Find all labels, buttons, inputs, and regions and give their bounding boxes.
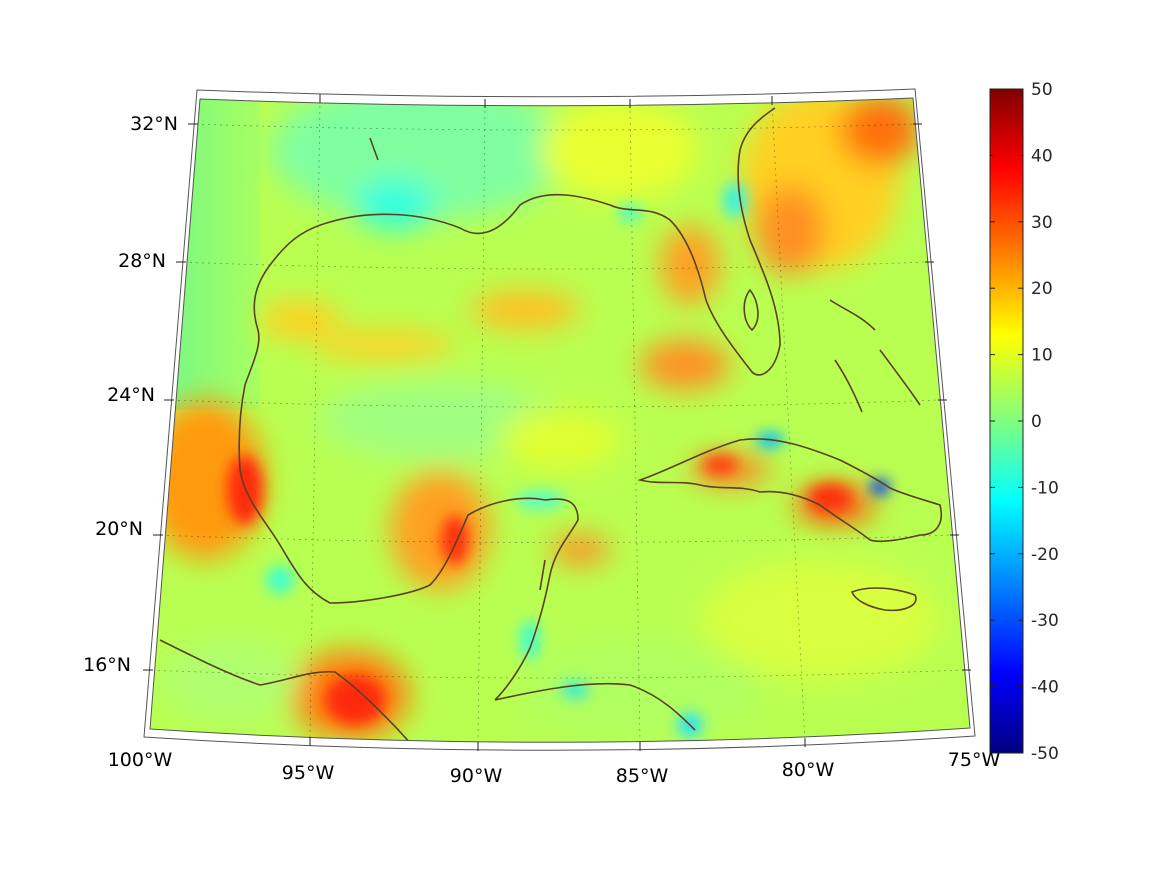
colorbar-tick-label: -20 [1031, 545, 1059, 565]
colorbar-tick-label: 40 [1031, 146, 1053, 166]
lon-label-75: 75°W [948, 749, 1001, 771]
lat-label-28: 28°N [118, 250, 166, 272]
lon-label-80: 80°W [782, 759, 835, 781]
graticule [150, 99, 965, 743]
colorbar-ticks: 50 40 30 20 10 0 -10 -20 -30 -40 -50 [990, 80, 1059, 764]
map-frame [149, 97, 971, 743]
lat-label-32: 32°N [130, 113, 178, 135]
colorbar-tick-label: 10 [1031, 346, 1053, 366]
colorbar-gradient [989, 88, 1024, 754]
lat-label-16: 16°N [83, 654, 131, 676]
lon-label-90: 90°W [450, 765, 503, 787]
anomaly-field [150, 98, 970, 743]
lon-label-85: 85°W [616, 765, 669, 787]
lon-label-100: 100°W [108, 749, 173, 771]
colorbar-tick-label: -30 [1031, 611, 1059, 631]
colorbar-tick-label: -40 [1031, 678, 1059, 698]
colorbar-tick-label: 30 [1031, 213, 1053, 233]
colorbar-tick-label: -10 [1031, 478, 1059, 498]
colorbar-tick-label: 0 [1031, 412, 1042, 432]
colorbar-tick-label: 50 [1031, 80, 1053, 100]
colorbar: 50 40 30 20 10 0 -10 -20 -30 -40 -50 [989, 80, 1059, 764]
lat-label-24: 24°N [107, 384, 155, 406]
coastlines [159, 107, 942, 743]
lat-label-20: 20°N [95, 518, 143, 540]
colorbar-tick-label: -50 [1031, 744, 1059, 764]
latitude-labels: 32°N 28°N 24°N 20°N 16°N [83, 113, 178, 676]
longitude-labels: 100°W 95°W 90°W 85°W 80°W 75°W [108, 749, 1001, 787]
colorbar-tick-label: 20 [1031, 279, 1053, 299]
lon-label-95: 95°W [282, 762, 335, 784]
frame-ticks [143, 94, 971, 751]
